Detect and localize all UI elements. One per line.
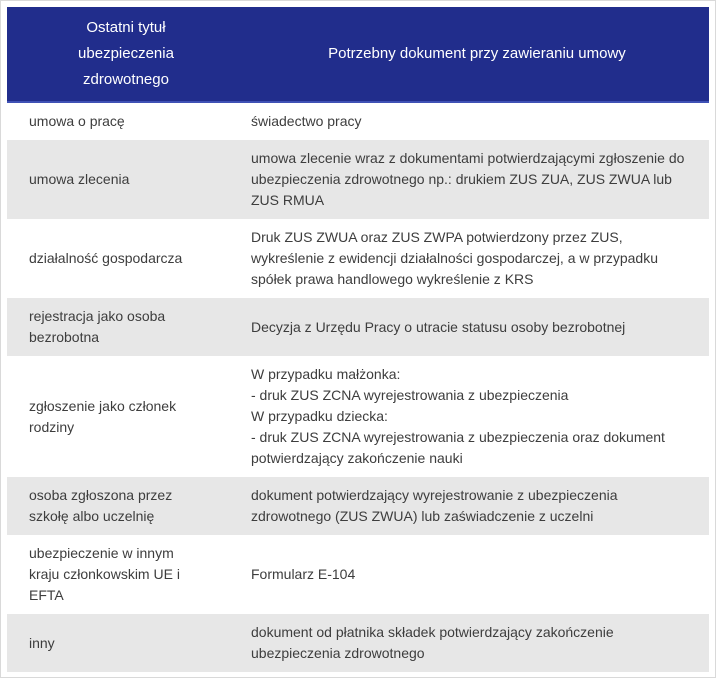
row-cell-insurance-title: rejestracja jako osoba bezrobotna [7,298,245,356]
table-row: rejestracja jako osoba bezrobotna Decyzj… [7,298,709,356]
header-label-last-insurance-title: Ostatni tytuł ubezpieczenia zdrowotnego [78,19,174,88]
table-row: ubezpieczenie w innym kraju członkowskim… [7,535,709,614]
row-cell-insurance-title: ubezpieczenie w innym kraju członkowskim… [7,535,245,614]
row-cell-insurance-title: działalność gospodarcza [7,219,245,298]
insurance-title-text: inny [29,634,55,651]
table-row: umowa zlecenia umowa zlecenie wraz z dok… [7,140,709,219]
row-cell-insurance-title: umowa o pracę [7,103,245,140]
insurance-title-text: zgłoszenie jako członek rodziny [29,397,177,435]
row-cell-required-document: umowa zlecenie wraz z dokumentami potwie… [245,140,709,219]
table-row: inny dokument od płatnika składek potwie… [7,614,709,672]
table-row: osoba zgłoszona przez szkołę albo uczeln… [7,477,709,535]
required-document-text: umowa zlecenie wraz z dokumentami potwie… [251,150,685,208]
insurance-title-text: umowa zlecenia [29,171,130,187]
insurance-title-text: osoba zgłoszona przez szkołę albo uczeln… [29,487,173,524]
row-cell-required-document: Decyzja z Urzędu Pracy o utracie statusu… [245,298,709,356]
row-cell-required-document: Druk ZUS ZWUA oraz ZUS ZWPA potwierdzony… [245,219,709,298]
required-document-text: świadectwo pracy [251,113,362,129]
insurance-title-text: umowa o pracę [29,113,125,129]
required-document-text: W przypadku małżonka: - druk ZUS ZCNA wy… [251,366,665,466]
row-cell-required-document: Formularz E-104 [245,535,709,614]
table-row: działalność gospodarcza Druk ZUS ZWUA or… [7,219,709,298]
row-cell-required-document: świadectwo pracy [245,103,709,140]
row-cell-required-document: W przypadku małżonka: - druk ZUS ZCNA wy… [245,356,709,477]
header-cell-required-document: Potrzebny dokument przy zawieraniu umowy [245,7,709,101]
row-cell-insurance-title: zgłoszenie jako członek rodziny [7,356,245,477]
header-cell-last-insurance-title: Ostatni tytuł ubezpieczenia zdrowotnego [7,7,245,101]
header-label-required-document: Potrzebny dokument przy zawieraniu umowy [328,45,626,62]
required-document-text: Formularz E-104 [251,566,356,582]
insurance-documents-table: Ostatni tytuł ubezpieczenia zdrowotnego … [7,7,709,672]
insurance-title-text: ubezpieczenie w innym kraju członkowskim… [29,545,180,603]
table-header-row: Ostatni tytuł ubezpieczenia zdrowotnego … [7,7,709,103]
required-document-text: Decyzja z Urzędu Pracy o utracie statusu… [251,318,626,335]
required-document-text: dokument potwierdzający wyrejestrowanie … [251,487,618,524]
row-cell-insurance-title: osoba zgłoszona przez szkołę albo uczeln… [7,477,245,535]
table-row: umowa o pracę świadectwo pracy [7,103,709,140]
table-body: umowa o pracę świadectwo pracy umowa zle… [7,103,709,672]
insurance-title-text: działalność gospodarcza [29,250,183,266]
row-cell-required-document: dokument potwierdzający wyrejestrowanie … [245,477,709,535]
required-document-text: dokument od płatnika składek potwierdzaj… [251,624,614,661]
required-document-text: Druk ZUS ZWUA oraz ZUS ZWPA potwierdzony… [251,229,658,287]
row-cell-insurance-title: umowa zlecenia [7,140,245,219]
insurance-title-text: rejestracja jako osoba bezrobotna [29,308,166,345]
table-row: zgłoszenie jako członek rodziny W przypa… [7,356,709,477]
row-cell-required-document: dokument od płatnika składek potwierdzaj… [245,614,709,672]
row-cell-insurance-title: inny [7,614,245,672]
